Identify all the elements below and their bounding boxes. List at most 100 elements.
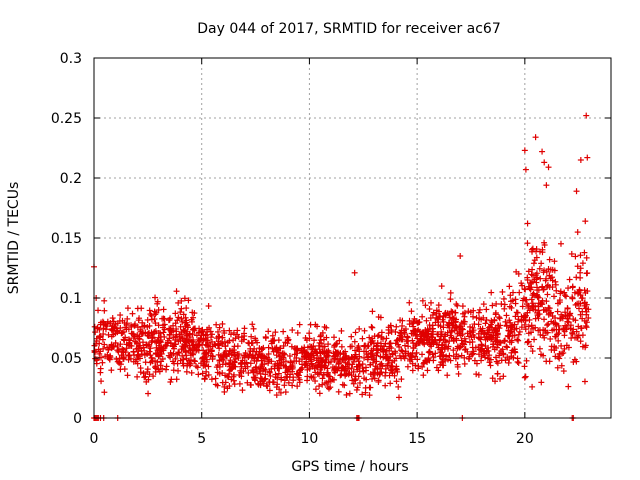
data-point	[179, 352, 186, 359]
data-point	[496, 340, 503, 347]
data-point	[428, 299, 435, 306]
data-point	[561, 289, 568, 296]
y-tick-label: 0.05	[51, 351, 82, 367]
data-point	[289, 368, 296, 375]
data-point	[457, 343, 464, 350]
data-point	[501, 305, 508, 312]
data-point	[338, 343, 345, 350]
data-point	[262, 366, 269, 373]
data-point	[500, 295, 507, 302]
data-point	[508, 339, 515, 346]
data-point	[543, 298, 550, 305]
data-point	[569, 295, 576, 302]
data-point	[155, 353, 162, 360]
data-point	[385, 330, 392, 337]
data-point	[560, 349, 567, 356]
data-point	[282, 358, 289, 365]
data-point	[163, 366, 170, 373]
data-point	[266, 378, 273, 385]
data-point	[303, 358, 310, 365]
data-point	[289, 327, 296, 334]
data-point	[275, 370, 282, 377]
data-point	[430, 328, 437, 335]
data-point	[565, 285, 572, 292]
data-point	[462, 346, 469, 353]
data-point	[476, 315, 483, 322]
data-point	[488, 324, 495, 331]
data-point	[534, 309, 541, 316]
data-point	[545, 320, 552, 327]
data-point	[411, 327, 418, 334]
data-point	[320, 336, 327, 343]
data-point	[373, 352, 380, 359]
data-point	[384, 360, 391, 367]
data-points	[91, 112, 592, 421]
data-point	[174, 351, 181, 358]
data-point	[293, 346, 300, 353]
data-point	[146, 307, 153, 314]
data-point	[310, 352, 317, 359]
data-point	[521, 363, 528, 370]
data-point	[539, 332, 546, 339]
data-point	[522, 312, 529, 319]
data-point	[531, 336, 538, 343]
data-point	[450, 347, 457, 354]
data-point	[92, 329, 99, 336]
data-point	[325, 373, 332, 380]
data-point	[97, 369, 104, 376]
data-point	[183, 355, 190, 362]
data-point	[154, 298, 161, 305]
data-point	[316, 383, 323, 390]
data-point	[273, 346, 280, 353]
data-point	[335, 358, 342, 365]
data-point	[234, 327, 241, 334]
data-point	[160, 322, 167, 329]
data-point	[470, 332, 477, 339]
data-point	[410, 323, 417, 330]
data-point	[494, 330, 501, 337]
data-point	[140, 370, 147, 377]
data-point	[143, 350, 150, 357]
data-point	[468, 351, 475, 358]
data-point	[139, 323, 146, 330]
data-point	[331, 342, 338, 349]
data-point	[387, 380, 394, 387]
data-point	[352, 347, 359, 354]
data-point	[230, 371, 237, 378]
data-point	[539, 284, 546, 291]
data-point	[540, 307, 547, 314]
data-point	[273, 352, 280, 359]
data-point	[428, 343, 435, 350]
data-point	[548, 346, 555, 353]
data-point	[226, 360, 233, 367]
data-point	[566, 312, 573, 319]
data-point	[144, 368, 151, 375]
data-point	[527, 279, 534, 286]
data-point	[251, 345, 258, 352]
data-point	[182, 348, 189, 355]
data-point	[395, 383, 402, 390]
data-point	[554, 308, 561, 315]
data-point	[338, 327, 345, 334]
data-point	[295, 372, 302, 379]
data-point	[136, 315, 143, 322]
data-point	[294, 347, 301, 354]
data-point	[421, 359, 428, 366]
data-point	[343, 370, 350, 377]
data-point	[369, 324, 376, 331]
data-point	[552, 278, 559, 285]
data-point	[469, 338, 476, 345]
data-point	[189, 309, 196, 316]
data-point	[469, 324, 476, 331]
data-point	[258, 345, 265, 352]
data-point	[494, 360, 501, 367]
data-point	[180, 356, 187, 363]
data-point	[103, 323, 110, 330]
data-point	[425, 331, 432, 338]
data-point	[248, 333, 255, 340]
data-point	[410, 345, 417, 352]
data-point	[409, 360, 416, 367]
data-point	[158, 350, 165, 357]
data-point	[355, 343, 362, 350]
data-point	[363, 367, 370, 374]
